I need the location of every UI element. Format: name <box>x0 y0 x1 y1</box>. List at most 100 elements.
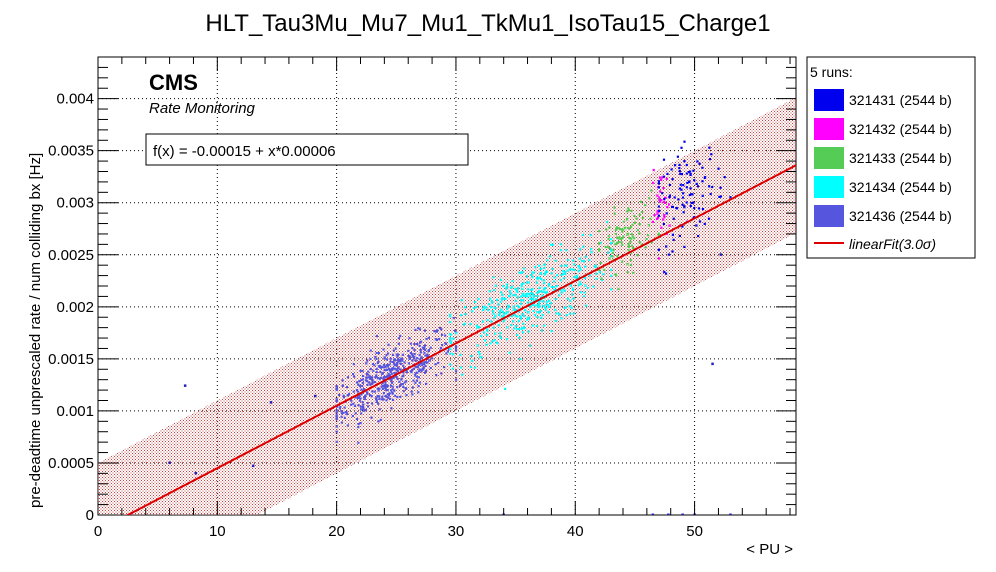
data-point <box>393 372 396 375</box>
data-point <box>568 305 572 308</box>
data-point <box>538 276 541 279</box>
data-point <box>495 341 498 344</box>
legend-label: 321434 (2544 b) <box>849 179 952 195</box>
data-point <box>460 313 463 317</box>
data-point <box>660 226 663 229</box>
data-point <box>455 332 458 335</box>
data-point <box>366 402 369 405</box>
data-point <box>451 367 454 370</box>
legend-label: 321431 (2544 b) <box>849 92 952 108</box>
legend-fit-label-close: ) <box>929 236 936 252</box>
data-point <box>346 424 349 427</box>
data-point <box>388 369 391 372</box>
data-point <box>690 201 693 205</box>
data-point <box>395 368 398 371</box>
data-point <box>360 393 363 396</box>
data-point <box>498 313 501 317</box>
data-point <box>399 395 402 398</box>
data-point <box>531 271 534 274</box>
data-point <box>441 333 444 336</box>
data-point <box>410 390 413 393</box>
data-point <box>364 379 367 382</box>
data-point <box>539 267 542 270</box>
data-point <box>618 237 621 240</box>
data-point <box>562 277 566 280</box>
data-point <box>610 242 613 245</box>
data-point <box>452 353 455 356</box>
data-point <box>608 247 611 250</box>
data-point <box>514 314 517 317</box>
data-point <box>573 268 576 271</box>
data-point <box>525 275 528 278</box>
data-point <box>435 330 438 333</box>
data-points <box>168 140 732 515</box>
data-point <box>405 369 408 372</box>
data-point <box>554 259 557 262</box>
x-axis-label: < PU > <box>746 541 793 558</box>
data-point <box>663 216 666 219</box>
data-point <box>402 364 405 367</box>
data-point <box>678 167 681 170</box>
data-point <box>572 259 575 262</box>
data-point <box>420 356 423 360</box>
data-point <box>377 420 380 423</box>
data-point <box>371 390 374 393</box>
data-point <box>513 309 516 312</box>
data-point <box>657 233 660 237</box>
data-point <box>531 324 534 327</box>
data-point <box>494 284 497 287</box>
data-point <box>632 246 635 250</box>
data-point <box>682 211 685 214</box>
data-point <box>586 286 589 290</box>
data-point <box>422 362 425 365</box>
data-point <box>413 374 417 377</box>
data-point <box>440 328 443 331</box>
data-point <box>505 283 508 286</box>
data-point <box>385 358 389 361</box>
data-point <box>502 285 505 288</box>
data-point <box>519 358 522 361</box>
data-point <box>361 405 365 409</box>
data-point <box>501 293 504 297</box>
data-point <box>401 353 404 356</box>
data-point <box>422 368 425 371</box>
data-point <box>563 270 566 273</box>
data-point <box>524 309 527 312</box>
data-point <box>367 370 370 373</box>
data-point <box>570 306 573 309</box>
data-point <box>419 351 422 354</box>
data-point <box>366 391 369 394</box>
data-point <box>577 270 580 273</box>
data-point <box>627 207 630 210</box>
data-point <box>360 412 363 415</box>
data-point <box>555 285 558 288</box>
data-point <box>370 416 373 419</box>
data-point <box>611 255 614 258</box>
data-point <box>701 166 704 169</box>
data-point <box>379 364 382 367</box>
data-point <box>341 379 344 382</box>
data-point <box>369 357 372 361</box>
data-point <box>501 310 505 313</box>
data-point <box>536 311 539 314</box>
data-point <box>383 385 386 389</box>
legend-entries: 321431 (2544 b) 321432 (2544 b) 321433 (25… <box>814 89 952 227</box>
data-point <box>662 175 666 178</box>
data-point <box>668 203 671 206</box>
data-point <box>553 276 556 279</box>
data-point <box>695 182 698 185</box>
data-point <box>402 371 405 374</box>
data-point <box>510 286 513 289</box>
data-point <box>553 288 556 292</box>
data-point <box>446 350 449 353</box>
data-point <box>698 162 701 165</box>
data-point <box>598 268 601 271</box>
data-point <box>388 397 392 400</box>
data-point <box>594 265 597 269</box>
data-point <box>335 388 338 392</box>
data-point <box>459 366 463 369</box>
data-point <box>668 224 671 227</box>
data-point <box>638 223 641 226</box>
data-point <box>527 288 530 291</box>
data-point <box>538 286 541 289</box>
